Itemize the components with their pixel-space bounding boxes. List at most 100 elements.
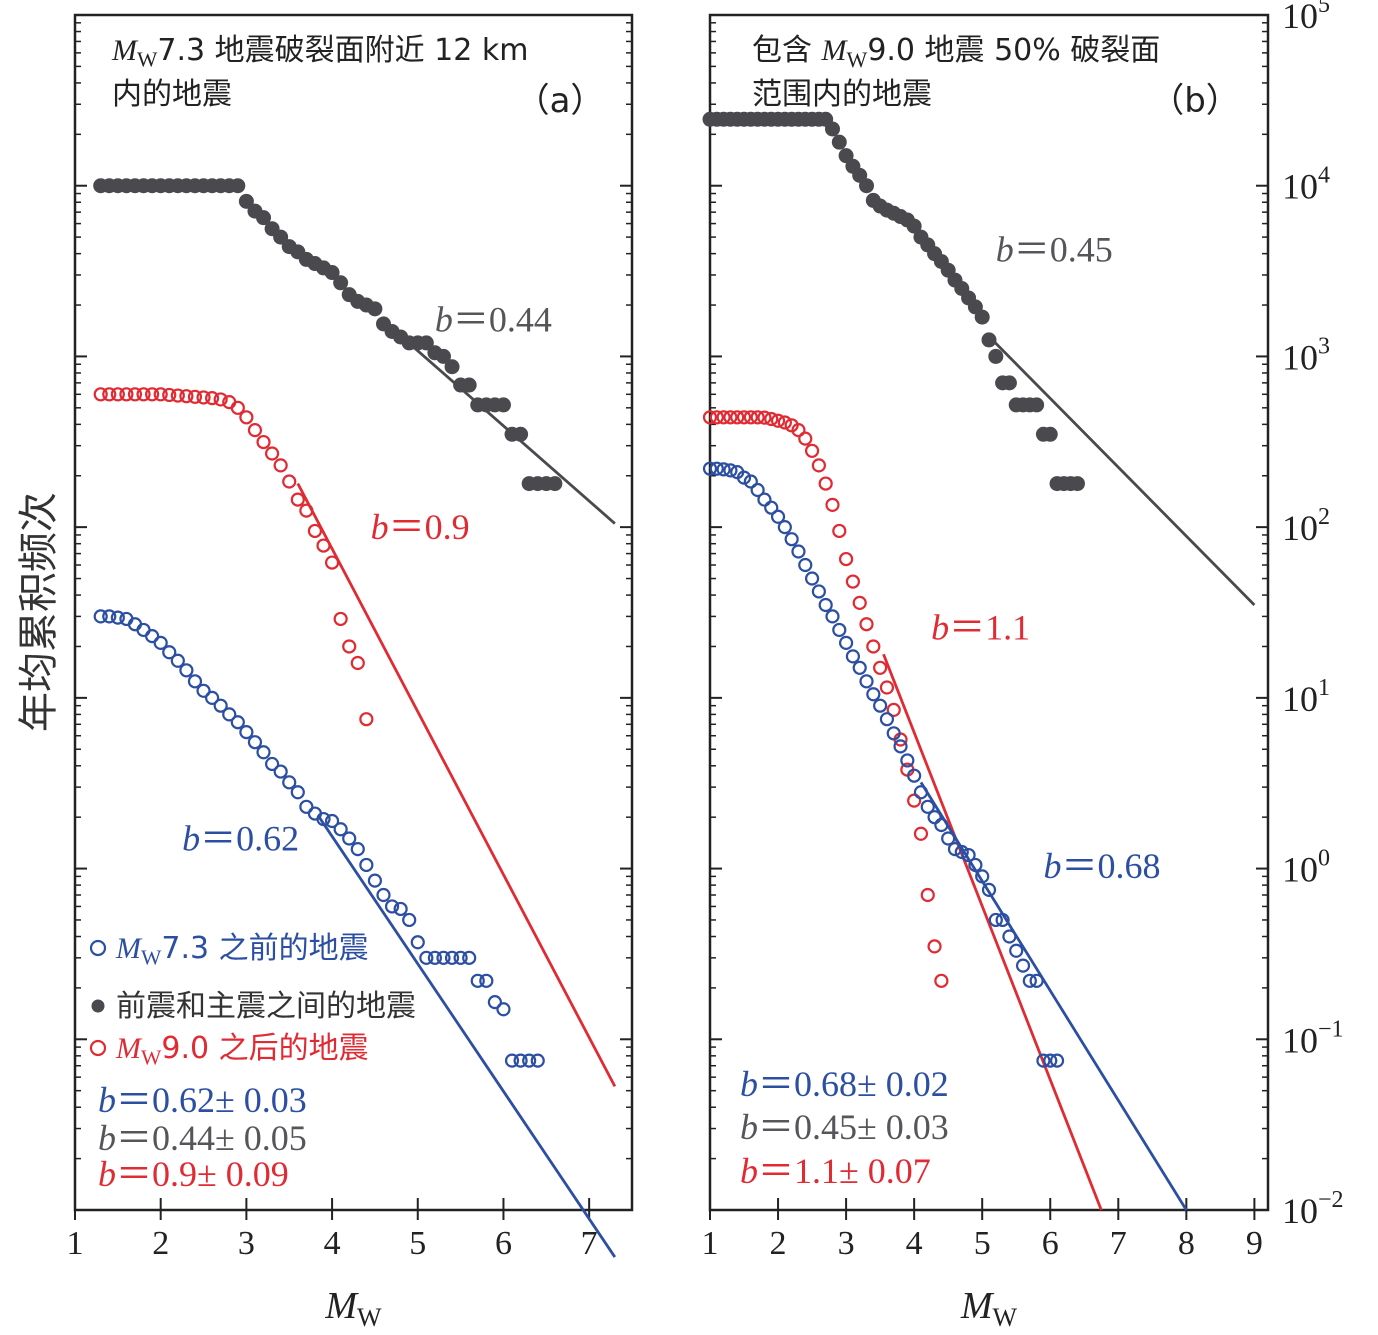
data-point (513, 426, 529, 442)
data-point (384, 899, 400, 914)
legend-marker (89, 1039, 107, 1057)
data-point (239, 410, 254, 425)
data-point (530, 1053, 545, 1068)
y-tick-label: 101 (1282, 675, 1330, 719)
x-tick-label: 9 (1246, 1225, 1263, 1262)
data-point (102, 387, 117, 402)
panel-b: 1 2 3 4 5 6 7 8 9 MW 10−2 10−1 100 101 102 103 104 105 包含 … (702, 0, 1344, 1332)
plot-frame (73, 13, 634, 1212)
legend-marker (89, 939, 107, 957)
fit-line (991, 338, 1256, 606)
data-point (974, 309, 990, 325)
series-markers (93, 178, 563, 492)
data-point (110, 610, 125, 625)
data-point (324, 265, 340, 281)
data-point (1001, 375, 1017, 391)
data-point (256, 210, 272, 226)
data-point (954, 844, 969, 860)
data-point (290, 785, 305, 800)
data-point (886, 726, 901, 741)
data-point (859, 674, 874, 689)
b-value-label: b＝0.62 (182, 818, 299, 858)
data-point (342, 639, 357, 654)
data-point (316, 811, 331, 827)
data-point (845, 649, 861, 664)
data-point (110, 387, 125, 402)
data-point (359, 857, 374, 873)
data-point (359, 712, 374, 727)
data-point (1029, 973, 1044, 988)
data-point (961, 847, 976, 863)
y-tick-label: 104 (1282, 163, 1330, 207)
data-point (256, 745, 271, 760)
data-point (913, 826, 929, 841)
data-point (522, 1053, 537, 1068)
data-point (831, 134, 847, 150)
data-point (859, 178, 875, 194)
data-point (770, 509, 786, 524)
plot-frame (708, 13, 1270, 1212)
data-point (723, 463, 738, 478)
data-point (299, 799, 314, 814)
y-tick-label: 10−2 (1282, 1187, 1344, 1231)
data-point (170, 388, 185, 403)
data-point (907, 768, 922, 783)
data-point (975, 869, 990, 884)
x-tick-label: 7 (581, 1225, 598, 1262)
data-point (709, 410, 724, 425)
data-point (852, 660, 867, 675)
data-point (495, 397, 511, 413)
data-point (852, 595, 867, 610)
panel-label: （b） (1150, 81, 1240, 121)
b-value-label: b＝0.44 (435, 299, 552, 339)
data-point (282, 775, 297, 790)
data-point (913, 785, 929, 800)
data-point (504, 1053, 520, 1068)
data-point (393, 901, 408, 917)
x-tick-label: 1 (67, 1225, 84, 1262)
data-point (487, 995, 502, 1010)
data-point (866, 687, 881, 702)
b-summary: b＝0.68± 0.02 (740, 1064, 949, 1104)
data-point (716, 410, 731, 425)
data-point (995, 912, 1010, 928)
data-point (702, 461, 718, 476)
x-tick-label: 2 (770, 1225, 787, 1262)
data-point (838, 551, 854, 567)
data-point (444, 359, 460, 375)
fit-line (296, 482, 617, 1088)
data-point (886, 702, 901, 718)
data-point (187, 674, 203, 689)
fit-line (318, 816, 617, 1258)
data-point (757, 410, 772, 425)
data-point (196, 683, 211, 698)
fit-line (395, 330, 616, 525)
series-markers (702, 461, 1065, 1068)
data-point (479, 973, 494, 988)
data-point (900, 753, 915, 768)
data-point (730, 410, 745, 425)
data-point (791, 423, 806, 438)
data-point (367, 873, 383, 888)
data-point (907, 793, 922, 808)
legend-label: 前震和主震之间的地震 (116, 989, 416, 1024)
data-point (238, 193, 254, 209)
data-point (247, 423, 263, 438)
data-point (187, 389, 203, 404)
data-point (264, 446, 280, 461)
data-point (247, 735, 263, 750)
data-point (299, 503, 314, 518)
data-point (832, 523, 847, 539)
data-point (333, 275, 349, 291)
data-point (435, 348, 451, 364)
data-point (1002, 929, 1017, 944)
data-point (376, 887, 391, 903)
data-point (818, 597, 833, 613)
x-tick-label: 5 (409, 1225, 426, 1262)
y-tick-label: 102 (1282, 504, 1330, 548)
data-point (196, 390, 211, 405)
data-point (333, 611, 348, 627)
data-point (750, 410, 765, 425)
data-point (153, 635, 168, 650)
b-summary: b＝0.9± 0.09 (98, 1154, 289, 1194)
